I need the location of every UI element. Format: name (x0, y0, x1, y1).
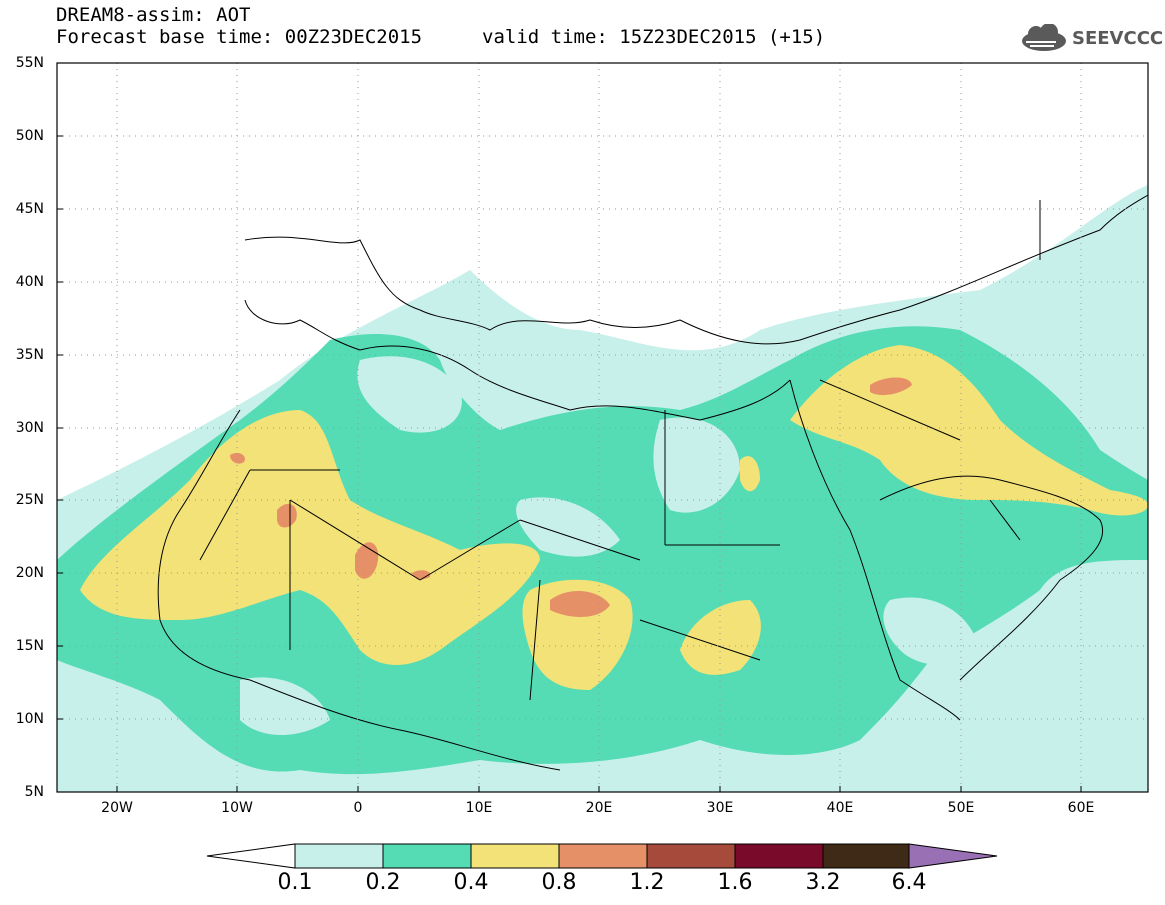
colorbar-label: 6.4 (891, 870, 927, 895)
colorbar-label: 1.2 (629, 870, 665, 895)
colorbar-bin-6 (734, 843, 824, 869)
lat-label: 5N (24, 784, 44, 800)
lon-label: 20W (101, 800, 133, 816)
logo-text: SEEVCCC (1072, 28, 1164, 49)
lat-label: 25N (15, 492, 44, 508)
lat-label: 20N (15, 565, 44, 581)
aot-field (57, 185, 1148, 792)
lon-label: 20E (585, 800, 613, 816)
lon-label: 30E (706, 800, 734, 816)
colorbar-label: 1.6 (717, 870, 753, 895)
lat-label: 55N (15, 55, 44, 71)
lat-label: 15N (15, 638, 44, 654)
lon-label: 40E (826, 800, 854, 816)
lon-label: 60E (1067, 800, 1095, 816)
cloud-logo-icon (1022, 23, 1066, 51)
colorbar-label: 0.1 (277, 870, 313, 895)
forecast-base-time: Forecast base time: 00Z23DEC2015 (56, 26, 423, 48)
coastlines-borders (157, 194, 1148, 771)
colorbar-bin-4 (558, 843, 648, 869)
lat-label: 35N (15, 347, 44, 363)
lon-label: 0 (353, 800, 363, 816)
colorbar-bin-1 (294, 843, 384, 869)
lon-label: 50E (947, 800, 975, 816)
seevccc-logo: SEEVCCC (1018, 23, 1163, 54)
aot-light-patches (240, 356, 980, 735)
lon-label: 10E (465, 800, 493, 816)
lon-label: 10W (221, 800, 253, 816)
colorbar-bin-3 (470, 843, 560, 869)
map-title: DREAM8-assim: AOT (56, 4, 251, 26)
lat-label: 50N (15, 128, 44, 144)
axis-ticks (57, 62, 1082, 793)
colorbar-bin-7 (822, 843, 910, 869)
colorbar-upper-arrow (908, 843, 998, 869)
colorbar-label: 0.4 (453, 870, 489, 895)
aot-colorbar (206, 843, 998, 869)
lat-label: 10N (15, 711, 44, 727)
colorbar-label: 3.2 (805, 870, 841, 895)
colorbar-bin-5 (646, 843, 736, 869)
lat-label: 45N (15, 201, 44, 217)
lat-label: 30N (15, 420, 44, 436)
colorbar-label: 0.8 (541, 870, 577, 895)
colorbar-lower-arrow (206, 843, 296, 869)
lat-label: 40N (15, 274, 44, 290)
colorbar-bin-2 (382, 843, 472, 869)
aot-contour-0.8 (230, 377, 912, 617)
valid-time: valid time: 15Z23DEC2015 (+15) (482, 26, 826, 48)
colorbar-label: 0.2 (365, 870, 401, 895)
